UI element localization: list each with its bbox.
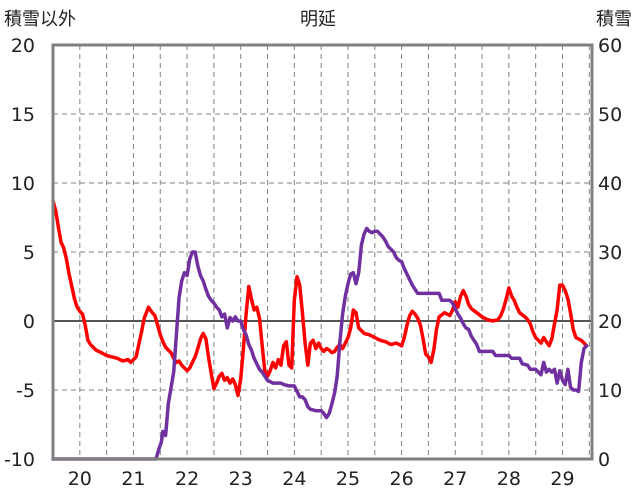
left-tick-label: -10 — [4, 449, 35, 471]
left-tick-label: 10 — [11, 173, 35, 195]
left-tick-label: 5 — [23, 242, 35, 264]
x-tick-label: 25 — [336, 468, 360, 490]
x-tick-label: 26 — [390, 468, 414, 490]
x-tick-label: 20 — [68, 468, 92, 490]
grid-layer — [53, 45, 592, 459]
chart-title: 明延 — [300, 9, 336, 30]
x-tick-label: 21 — [121, 468, 145, 490]
left-tick-label: 15 — [11, 104, 35, 126]
x-tick-label: 22 — [175, 468, 199, 490]
plot-frame — [51, 43, 594, 461]
x-tick-label: 29 — [550, 468, 574, 490]
left-axis-label: 積雪以外 — [4, 9, 76, 30]
right-tick-label: 10 — [598, 380, 622, 402]
right-tick-label: 0 — [598, 449, 610, 471]
x-tick-label: 27 — [443, 468, 467, 490]
right-tick-label: 50 — [598, 104, 622, 126]
right-axis-label: 積雪 — [596, 9, 632, 30]
left-tick-label: -5 — [16, 380, 35, 402]
right-tick-label: 40 — [598, 173, 622, 195]
x-tick-label: 23 — [229, 468, 253, 490]
x-tick-label: 28 — [497, 468, 521, 490]
right-tick-label: 60 — [598, 35, 622, 57]
series-layer — [51, 199, 589, 461]
left-tick-label: 20 — [11, 35, 35, 57]
left-tick-label: 0 — [23, 311, 35, 333]
right-tick-label: 30 — [598, 242, 622, 264]
temperature-line — [51, 199, 589, 398]
right-tick-label: 20 — [598, 311, 622, 333]
snow-depth-line — [51, 226, 589, 461]
x-tick-label: 24 — [282, 468, 306, 490]
